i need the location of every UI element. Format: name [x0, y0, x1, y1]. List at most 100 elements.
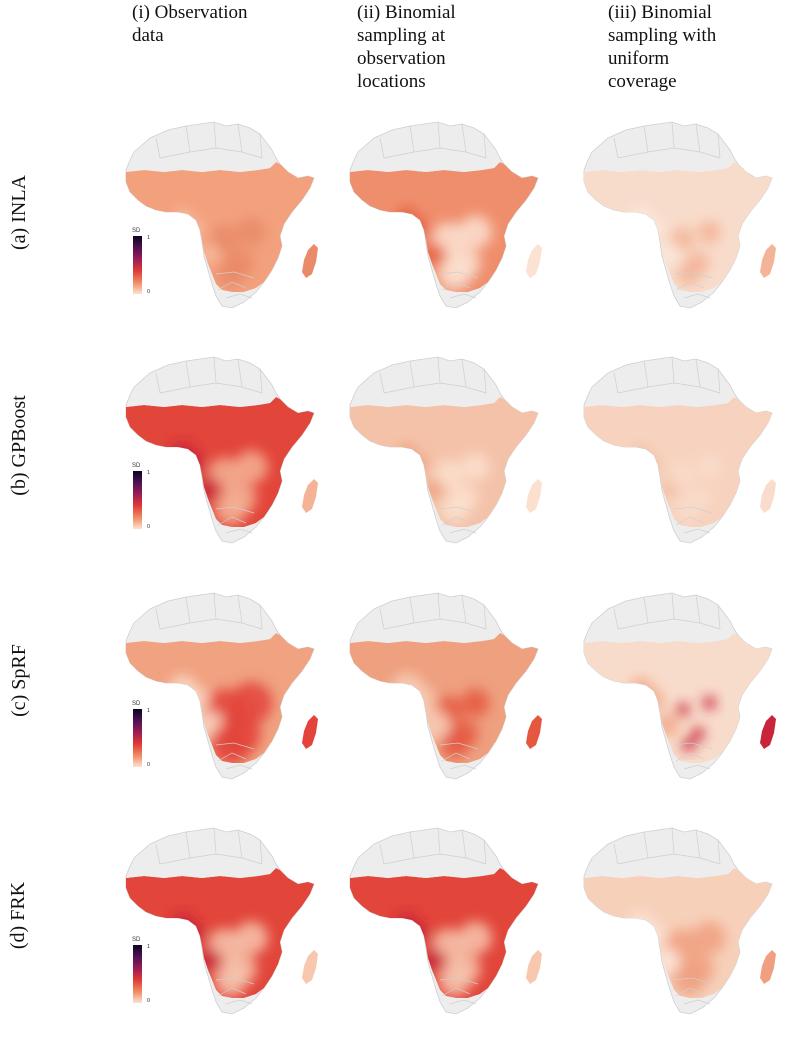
- sd-hotspot: [182, 923, 207, 947]
- legend-title: SD: [132, 937, 141, 943]
- country-border: [215, 506, 255, 514]
- country-border: [483, 839, 487, 865]
- country-border: [159, 147, 263, 159]
- sd-hotspot: [631, 443, 651, 463]
- sd-hotspot: [397, 443, 417, 463]
- sd-hotspot: [676, 262, 701, 286]
- country-border: [439, 506, 479, 514]
- madagascar: [760, 244, 776, 278]
- sd-hotspot: [197, 477, 222, 502]
- sd-hotspot: [234, 921, 268, 955]
- sd-surface: [350, 868, 538, 998]
- legend-min-label: 0: [147, 998, 151, 1004]
- sd-hotspot: [395, 206, 419, 230]
- map-panel-r2-c2: [340, 347, 576, 567]
- country-border: [215, 977, 255, 985]
- country-border: [437, 121, 441, 149]
- sd-surface: [584, 397, 772, 527]
- legend-min-label: 0: [147, 762, 151, 768]
- country-border: [159, 618, 263, 630]
- legend-min-label: 0: [147, 289, 151, 295]
- sd-hotspot: [197, 948, 222, 973]
- madagascar: [526, 244, 542, 278]
- country-border: [483, 604, 487, 630]
- legend-color-bar: [133, 236, 142, 294]
- sd-surface: [584, 868, 772, 998]
- country-border: [617, 147, 721, 159]
- country-border: [673, 742, 713, 750]
- madagascar: [760, 715, 776, 749]
- map-panel-r3-c1: [116, 583, 352, 803]
- africa-sd-map: [125, 121, 318, 309]
- country-border: [483, 133, 487, 159]
- legend-max-label: 1: [147, 470, 151, 476]
- country-border: [671, 356, 675, 384]
- sd-surface: [350, 397, 538, 527]
- madagascar: [302, 244, 318, 278]
- country-border: [185, 831, 191, 859]
- country-border: [441, 987, 471, 997]
- madagascar: [526, 479, 542, 513]
- sd-hotspot: [458, 921, 492, 955]
- madagascar: [302, 715, 318, 749]
- country-border: [613, 843, 619, 865]
- map-panel-r1-c2: [340, 112, 576, 332]
- africa-sd-map: [125, 827, 318, 1015]
- africa-sd-map: [349, 356, 542, 544]
- sd-hotspot: [655, 713, 680, 738]
- country-border: [671, 121, 675, 149]
- sd-surface: [584, 162, 772, 292]
- country-border: [461, 358, 467, 388]
- legend-color-bar: [133, 945, 142, 1003]
- country-border: [159, 853, 263, 865]
- country-border: [217, 281, 247, 291]
- legend-title: SD: [132, 463, 141, 469]
- sd-hotspot: [213, 963, 248, 997]
- country-border: [717, 368, 721, 394]
- africa-sd-map: [583, 356, 776, 544]
- sd-hotspot: [173, 208, 193, 228]
- country-border: [643, 831, 649, 859]
- country-border: [461, 123, 467, 153]
- sd-hotspot: [676, 497, 701, 521]
- country-border: [155, 608, 161, 630]
- sd-hotspot: [461, 452, 490, 482]
- country-border: [185, 596, 191, 624]
- sd-hotspot: [230, 681, 273, 725]
- sd-hotspot: [171, 912, 195, 936]
- sd-hotspot: [629, 206, 653, 230]
- sd-hotspot: [702, 695, 717, 711]
- sd-hotspot: [234, 450, 268, 484]
- row-label-inla: (a) INLA: [2, 112, 36, 312]
- country-border: [675, 987, 705, 997]
- sd-hotspot: [681, 737, 696, 753]
- legend-color-bar: [133, 471, 142, 529]
- country-border: [717, 839, 721, 865]
- sd-hotspot: [461, 688, 490, 718]
- madagascar: [526, 950, 542, 984]
- country-border: [379, 843, 385, 865]
- map-panel-r1-c1: [116, 112, 352, 332]
- legend-max-label: 1: [147, 708, 151, 714]
- country-border: [159, 382, 263, 394]
- row-label-gpboost: (b) GPBoost: [2, 345, 36, 545]
- country-border: [441, 281, 471, 291]
- sd-hotspot: [655, 948, 680, 973]
- country-border: [449, 999, 477, 1005]
- country-border: [673, 977, 713, 985]
- country-border: [613, 137, 619, 159]
- country-border: [717, 604, 721, 630]
- country-border: [259, 368, 263, 394]
- sd-hotspot: [671, 462, 695, 486]
- country-border: [225, 293, 253, 299]
- country-border: [617, 853, 721, 865]
- sd-hotspot: [671, 963, 706, 997]
- sd-surface: [584, 633, 772, 763]
- row-label-sprf: (c) SpRF: [2, 580, 36, 780]
- country-border: [217, 752, 247, 762]
- legend-color-bar: [133, 709, 142, 767]
- country-border: [217, 516, 247, 526]
- country-border: [409, 831, 415, 859]
- sd-hotspot: [406, 217, 431, 241]
- country-border: [155, 137, 161, 159]
